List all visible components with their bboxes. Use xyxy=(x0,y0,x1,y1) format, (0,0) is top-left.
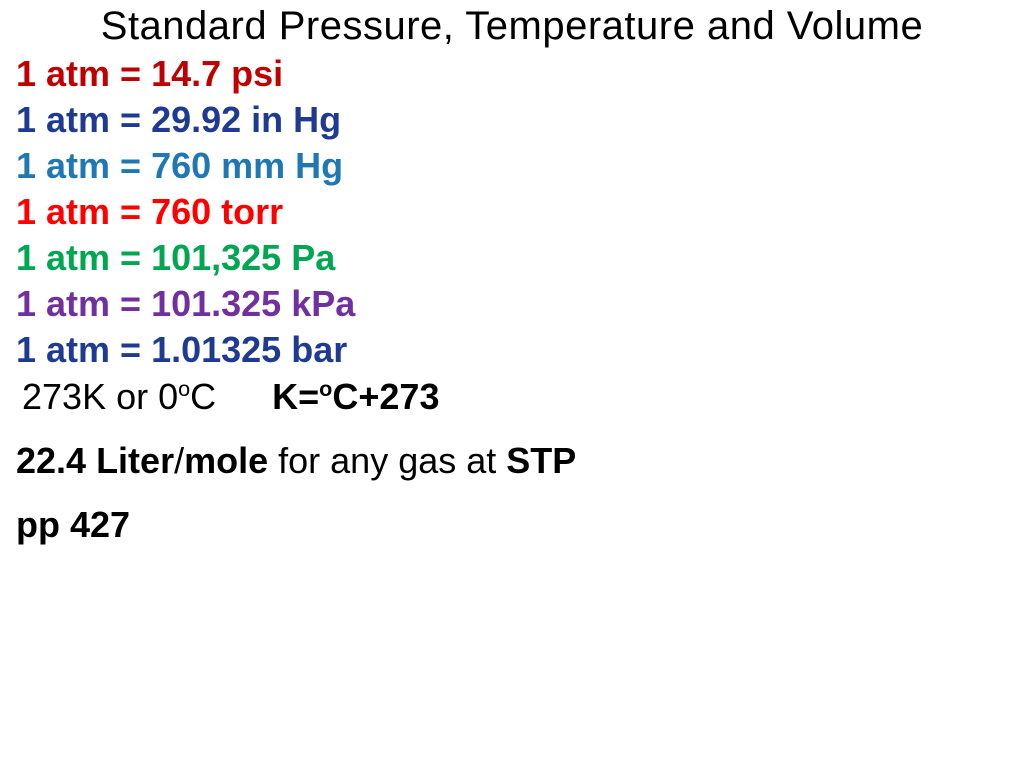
slide-container: Standard Pressure, Temperature and Volum… xyxy=(0,0,1024,546)
temperature-c-label: C xyxy=(190,376,216,417)
degree-symbol-1: o xyxy=(178,376,190,401)
volume-middle: for any gas at xyxy=(268,440,506,481)
slide-title: Standard Pressure, Temperature and Volum… xyxy=(16,4,1008,49)
volume-slash: / xyxy=(174,440,184,481)
temperature-kelvin: 273K or 0 xyxy=(22,376,178,417)
degree-symbol-2: o xyxy=(319,376,332,401)
temperature-line: 273K or 0oCK=oC+273 xyxy=(16,376,1008,418)
conversion-kpa: 1 atm = 101.325 kPa xyxy=(16,281,1008,327)
volume-line: 22.4 Liter/mole for any gas at STP xyxy=(16,440,1008,482)
conversion-mmhg: 1 atm = 760 mm Hg xyxy=(16,143,1008,189)
volume-value: 22.4 Liter xyxy=(16,440,174,481)
conversion-bar: 1 atm = 1.01325 bar xyxy=(16,327,1008,373)
formula-c-plus: C+273 xyxy=(332,376,439,417)
volume-stp: STP xyxy=(506,440,576,481)
formula-k-equals: K= xyxy=(272,376,319,417)
conversion-inhg: 1 atm = 29.92 in Hg xyxy=(16,97,1008,143)
conversion-torr: 1 atm = 760 torr xyxy=(16,189,1008,235)
volume-mole: mole xyxy=(184,440,268,481)
conversion-psi: 1 atm = 14.7 psi xyxy=(16,51,1008,97)
conversion-pa: 1 atm = 101,325 Pa xyxy=(16,235,1008,281)
page-reference: pp 427 xyxy=(16,504,1008,546)
